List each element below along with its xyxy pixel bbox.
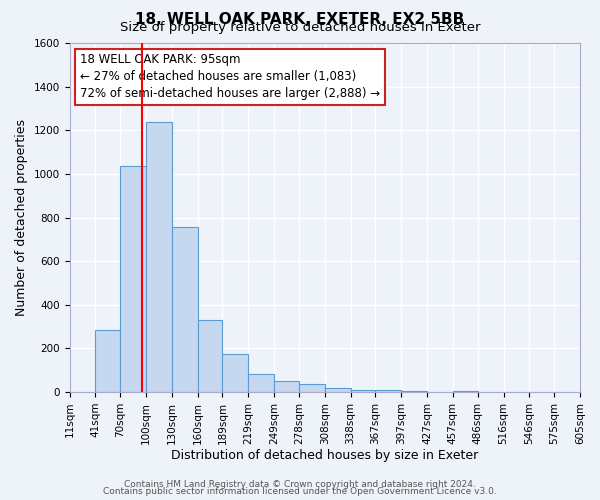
- Y-axis label: Number of detached properties: Number of detached properties: [15, 119, 28, 316]
- Bar: [274, 381, 299, 392]
- Bar: [325, 388, 350, 392]
- Bar: [172, 228, 197, 392]
- Bar: [401, 391, 427, 392]
- Bar: [248, 374, 274, 392]
- Bar: [453, 391, 478, 392]
- Bar: [223, 354, 248, 392]
- Text: Size of property relative to detached houses in Exeter: Size of property relative to detached ho…: [120, 21, 480, 34]
- Text: Contains public sector information licensed under the Open Government Licence v3: Contains public sector information licen…: [103, 487, 497, 496]
- Bar: [299, 384, 325, 392]
- Text: Contains HM Land Registry data © Crown copyright and database right 2024.: Contains HM Land Registry data © Crown c…: [124, 480, 476, 489]
- Text: 18, WELL OAK PARK, EXETER, EX2 5BB: 18, WELL OAK PARK, EXETER, EX2 5BB: [136, 12, 464, 26]
- X-axis label: Distribution of detached houses by size in Exeter: Distribution of detached houses by size …: [171, 450, 478, 462]
- Bar: [376, 390, 401, 392]
- Bar: [146, 122, 172, 392]
- Bar: [120, 166, 146, 392]
- Bar: [197, 320, 223, 392]
- Bar: [350, 390, 376, 392]
- Text: 18 WELL OAK PARK: 95sqm
← 27% of detached houses are smaller (1,083)
72% of semi: 18 WELL OAK PARK: 95sqm ← 27% of detache…: [80, 54, 380, 100]
- Bar: [95, 330, 120, 392]
